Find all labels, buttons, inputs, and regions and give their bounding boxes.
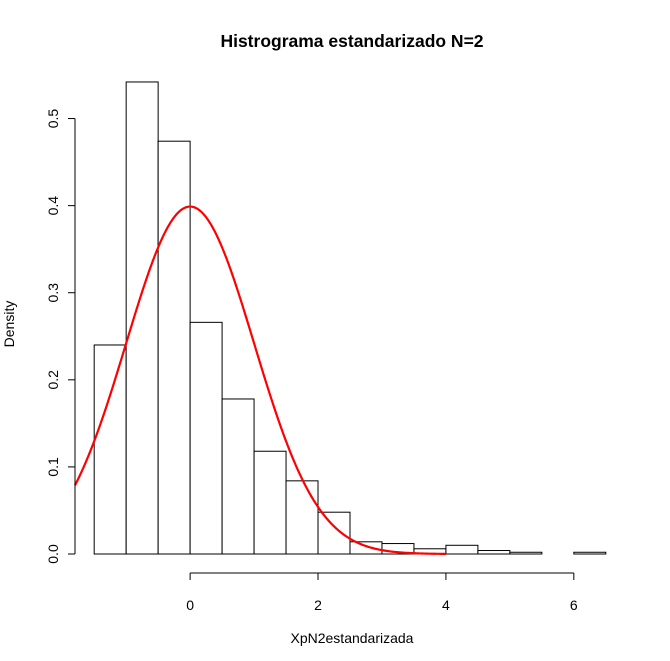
- y-axis: 0.0 0.1 0.2 0.3 0.4 0.5: [45, 109, 76, 564]
- chart-title: Histrograma estandarizado N=2: [220, 31, 483, 51]
- histogram-bar-14: [509, 551, 543, 555]
- histogram-bar-16: [573, 551, 607, 555]
- y-tick-label-4: 0.4: [45, 196, 61, 216]
- histogram-bar-6: [253, 450, 287, 555]
- x-tick-label-1: 2: [314, 597, 322, 613]
- y-tick-label-1: 0.1: [45, 457, 61, 477]
- y-tick-label-5: 0.5: [45, 109, 61, 129]
- histogram-bar-5: [221, 398, 255, 555]
- y-axis-label: Density: [1, 301, 17, 348]
- histogram-bar-1: [93, 344, 127, 555]
- histogram-bar-4: [189, 321, 223, 555]
- y-tick-label-0: 0.0: [45, 544, 61, 564]
- x-tick-label-2: 4: [442, 597, 450, 613]
- histogram-bar-9: [349, 541, 383, 555]
- x-tick-label-0: 0: [186, 597, 194, 613]
- y-tick-label-2: 0.2: [45, 370, 61, 390]
- histogram-bar-7: [285, 480, 319, 555]
- normal-density-curve: [74, 205, 446, 555]
- histogram-bars: [93, 81, 607, 555]
- histogram-bar-3: [157, 140, 191, 555]
- y-tick-label-3: 0.3: [45, 283, 61, 303]
- x-axis-label: XpN2estandarizada: [291, 630, 414, 646]
- histogram-bar-13: [477, 550, 511, 555]
- histogram-bar-12: [445, 544, 479, 555]
- x-tick-label-3: 6: [570, 597, 578, 613]
- histogram-bar-2: [125, 81, 159, 555]
- x-axis: 0 2 4 6: [186, 572, 578, 613]
- histogram-bar-8: [317, 511, 351, 555]
